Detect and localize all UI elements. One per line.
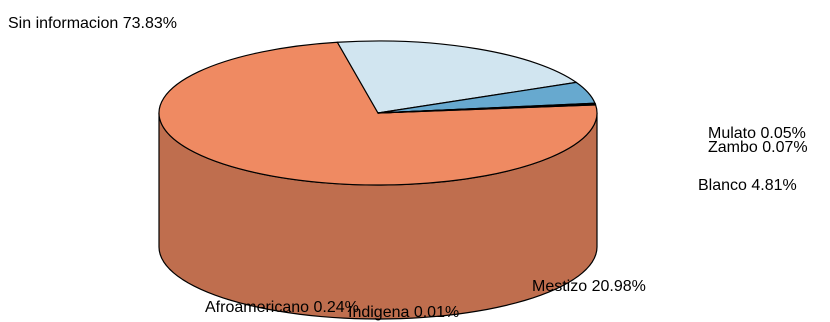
slice-top-sin-informacion [158, 41, 598, 186]
pie-tops [158, 40, 598, 186]
slice-top-afroamericano [377, 103, 597, 114]
slice-label-zambo: Zambo 0.07% [708, 139, 808, 156]
slice-label-indigena: Indigena 0.01% [348, 304, 459, 321]
slice-top-mestizo [336, 40, 577, 114]
slice-label-mulato: Mulato 0.05% [708, 125, 806, 142]
slice-label-blanco: Blanco 4.81% [698, 177, 797, 194]
slice-label-sin-informacion: Sin informacion 73.83% [8, 15, 177, 32]
slice-label-afroamericano: Afroamericano 0.24% [205, 299, 359, 316]
slice-label-mestizo: Mestizo 20.98% [532, 278, 646, 295]
